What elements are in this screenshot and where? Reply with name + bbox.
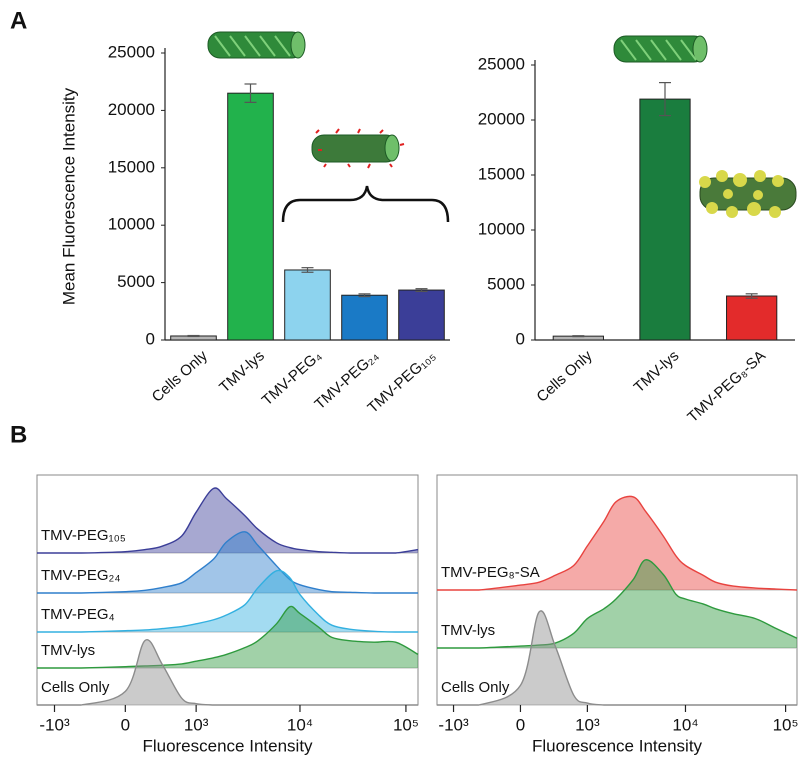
series-label: TMV-PEG₄ — [41, 606, 115, 623]
error-bar — [301, 267, 314, 273]
y-tick-label: 5000 — [487, 274, 525, 293]
tmv-rod-illustration — [207, 31, 306, 59]
histogram-fill — [37, 531, 418, 593]
error-bar — [572, 335, 585, 338]
histogram-line — [36, 569, 418, 633]
y-tick-label: 10000 — [478, 219, 525, 238]
series-label: TMV-PEG₁₀₅ — [41, 527, 126, 544]
x-tick-label: -10³ — [438, 715, 469, 734]
brace — [281, 185, 450, 223]
x-tick-label: 10³ — [184, 715, 209, 734]
x-tick-label: Cells Only — [533, 347, 596, 406]
x-tick-label: TMV-lys — [216, 347, 268, 396]
y-tick-label: 0 — [146, 329, 155, 348]
histogram-fill — [37, 570, 418, 632]
histogram-fill — [437, 559, 797, 648]
error-bar — [415, 288, 428, 293]
histogram-fill — [37, 606, 418, 668]
tmv-peg-rod-illustration — [311, 128, 405, 169]
panel-label: A — [10, 7, 27, 34]
series-label: TMV-PEG₈-SA — [441, 564, 540, 581]
bar — [639, 98, 691, 341]
histogram-line — [437, 559, 798, 649]
x-axis-label: Fluorescence Intensity — [142, 736, 313, 755]
x-tick-label: 10⁵ — [773, 715, 799, 734]
histogram-line — [37, 487, 419, 554]
y-tick-label: 5000 — [117, 272, 155, 291]
x-tick-label: Cells Only — [149, 347, 212, 406]
y-tick-label: 15000 — [108, 157, 155, 176]
error-bar — [659, 81, 671, 117]
y-tick-label: 25000 — [478, 54, 525, 73]
tmv-rod-illustration — [613, 35, 708, 63]
panel-label: B — [10, 421, 27, 448]
histogram-line — [37, 639, 418, 706]
y-tick-label: 10000 — [108, 215, 155, 234]
bar — [227, 92, 274, 341]
error-bar — [745, 293, 758, 299]
histogram-fill — [37, 639, 418, 705]
histogram-line — [37, 605, 419, 669]
series-label: Cells Only — [441, 679, 510, 696]
y-tick-label: 25000 — [108, 42, 155, 61]
y-axis-label: Mean Fluorescence Intensity — [59, 87, 78, 305]
bar — [341, 294, 388, 341]
histogram-line — [37, 531, 418, 594]
histogram-fill — [37, 488, 418, 553]
error-bar — [244, 83, 257, 103]
tmv-sa-rod-illustration — [699, 170, 797, 218]
bar — [284, 269, 331, 341]
histogram-fill — [437, 496, 797, 590]
x-tick-label: TMV-PEG₈-SA — [684, 347, 769, 426]
error-bar — [187, 334, 200, 338]
x-tick-label: 10³ — [575, 715, 600, 734]
y-tick-label: 0 — [516, 329, 525, 348]
x-axis-label: Fluorescence Intensity — [532, 736, 703, 755]
series-label: TMV-lys — [41, 642, 95, 659]
x-tick-label: 10⁵ — [393, 715, 419, 734]
histogram-line — [437, 610, 797, 706]
y-tick-label: 20000 — [108, 100, 155, 119]
x-tick-label: TMV-lys — [631, 347, 683, 396]
x-tick-label: 0 — [516, 715, 525, 734]
histogram-line — [437, 495, 798, 591]
histogram-fill — [437, 610, 797, 705]
x-tick-label: 0 — [121, 715, 130, 734]
x-tick-label: 10⁴ — [672, 715, 698, 734]
error-bar — [358, 293, 371, 298]
y-tick-label: 15000 — [478, 164, 525, 183]
y-tick-label: 20000 — [478, 109, 525, 128]
plot-frame — [36, 474, 419, 706]
x-tick-label: 10⁴ — [287, 715, 313, 734]
series-label: Cells Only — [41, 679, 110, 696]
bar — [398, 289, 445, 341]
x-tick-label: -10³ — [39, 715, 70, 734]
series-label: TMV-PEG₂₄ — [41, 567, 120, 584]
bar — [726, 295, 778, 341]
series-label: TMV-lys — [441, 622, 495, 639]
